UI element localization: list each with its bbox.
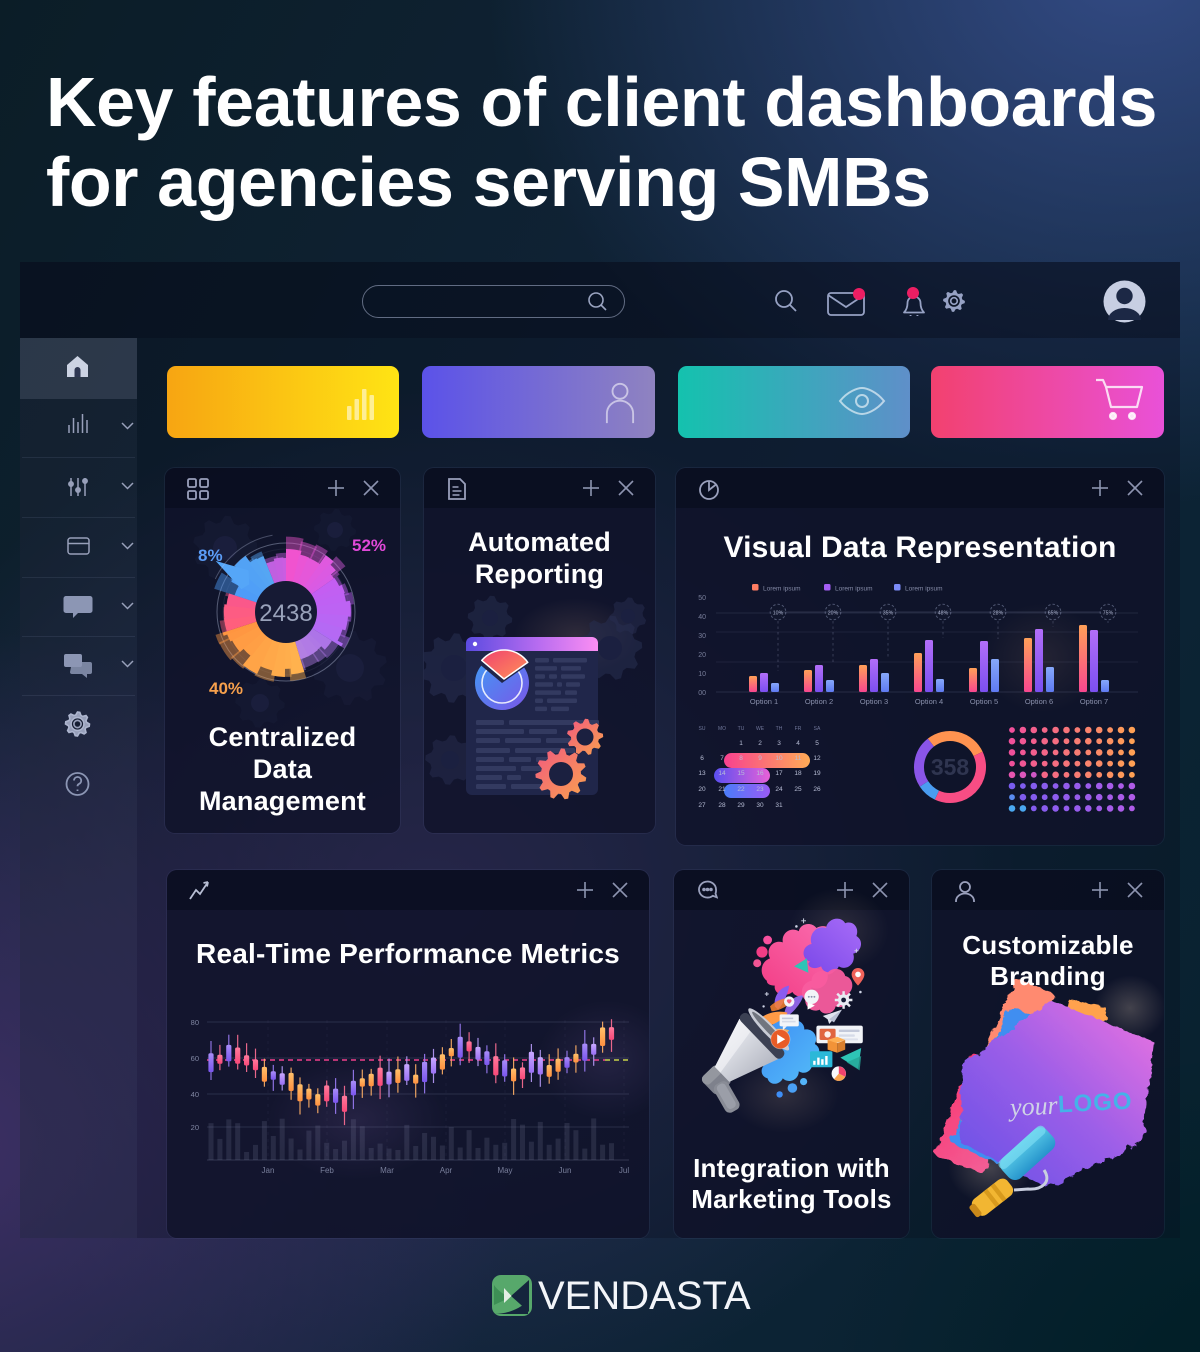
svg-text:10: 10: [698, 671, 706, 678]
svg-text:TH: TH: [776, 726, 783, 732]
svg-text:FR: FR: [795, 726, 802, 732]
svg-text:2438: 2438: [259, 600, 312, 627]
svg-text:Jun: Jun: [559, 1166, 572, 1175]
svg-text:Option 1: Option 1: [750, 697, 778, 706]
svg-text:00: 00: [698, 690, 706, 697]
svg-text:20: 20: [698, 652, 706, 659]
svg-text:15: 15: [737, 770, 745, 777]
svg-text:30: 30: [756, 802, 764, 809]
svg-text:18: 18: [794, 770, 802, 777]
svg-text:16: 16: [756, 770, 764, 777]
svg-text:Lorem ipsum: Lorem ipsum: [835, 586, 873, 593]
svg-text:Lorem ipsum: Lorem ipsum: [905, 586, 943, 593]
svg-text:May: May: [497, 1166, 512, 1175]
svg-text:358: 358: [931, 754, 970, 780]
svg-text:Feb: Feb: [320, 1166, 334, 1175]
svg-text:23: 23: [756, 786, 764, 793]
svg-text:52%: 52%: [352, 536, 386, 555]
svg-text:WE: WE: [756, 726, 765, 732]
svg-text:8: 8: [739, 755, 743, 762]
svg-text:22: 22: [737, 786, 745, 793]
svg-text:14: 14: [718, 770, 726, 777]
svg-text:SU: SU: [699, 726, 706, 732]
svg-text:29: 29: [737, 802, 745, 809]
svg-text:Option 4: Option 4: [915, 697, 943, 706]
svg-text:40: 40: [698, 614, 706, 621]
svg-text:21: 21: [718, 786, 726, 793]
svg-text:1: 1: [739, 740, 743, 747]
svg-text:28: 28: [718, 802, 726, 809]
svg-text:TU: TU: [738, 726, 745, 732]
svg-text:20: 20: [698, 786, 706, 793]
svg-text:26: 26: [813, 786, 821, 793]
svg-text:9: 9: [758, 755, 762, 762]
svg-text:20%: 20%: [828, 611, 839, 617]
svg-text:27: 27: [698, 802, 706, 809]
svg-text:SA: SA: [814, 726, 821, 732]
svg-text:Apr: Apr: [440, 1166, 453, 1175]
svg-text:2: 2: [758, 740, 762, 747]
svg-text:20: 20: [191, 1123, 199, 1132]
svg-text:Jul: Jul: [619, 1166, 629, 1175]
svg-text:19: 19: [813, 770, 821, 777]
svg-text:Option 5: Option 5: [970, 697, 998, 706]
svg-text:40: 40: [191, 1090, 199, 1099]
svg-text:LOGO: LOGO: [1057, 1088, 1133, 1119]
svg-text:MO: MO: [718, 726, 726, 732]
svg-text:5: 5: [815, 740, 819, 747]
svg-text:Option 7: Option 7: [1080, 697, 1108, 706]
svg-text:48%: 48%: [938, 611, 949, 617]
svg-text:Option 3: Option 3: [860, 697, 888, 706]
svg-text:10%: 10%: [773, 611, 784, 617]
svg-text:your: your: [1006, 1090, 1059, 1122]
svg-text:13: 13: [698, 770, 706, 777]
svg-text:17: 17: [775, 770, 783, 777]
svg-text:75%: 75%: [1103, 611, 1114, 617]
svg-text:10: 10: [775, 755, 783, 762]
svg-text:Option 6: Option 6: [1025, 697, 1053, 706]
svg-text:7: 7: [720, 755, 724, 762]
svg-text:31: 31: [775, 802, 783, 809]
svg-text:80: 80: [191, 1018, 199, 1027]
svg-text:40%: 40%: [209, 679, 243, 698]
svg-text:28%: 28%: [993, 611, 1004, 617]
svg-text:Lorem ipsum: Lorem ipsum: [763, 586, 801, 593]
svg-text:6: 6: [700, 755, 704, 762]
svg-text:8%: 8%: [198, 546, 223, 565]
svg-text:25: 25: [794, 786, 802, 793]
svg-text:24: 24: [775, 786, 783, 793]
svg-text:12: 12: [813, 755, 821, 762]
svg-text:60: 60: [191, 1054, 199, 1063]
svg-text:3: 3: [777, 740, 781, 747]
svg-text:Option 2: Option 2: [805, 697, 833, 706]
svg-text:Jan: Jan: [262, 1166, 275, 1175]
svg-text:35%: 35%: [883, 611, 894, 617]
svg-text:Mar: Mar: [380, 1166, 394, 1175]
svg-text:30: 30: [698, 633, 706, 640]
svg-text:4: 4: [796, 740, 800, 747]
svg-text:65%: 65%: [1048, 611, 1059, 617]
svg-text:50: 50: [698, 595, 706, 602]
svg-text:11: 11: [795, 755, 802, 762]
